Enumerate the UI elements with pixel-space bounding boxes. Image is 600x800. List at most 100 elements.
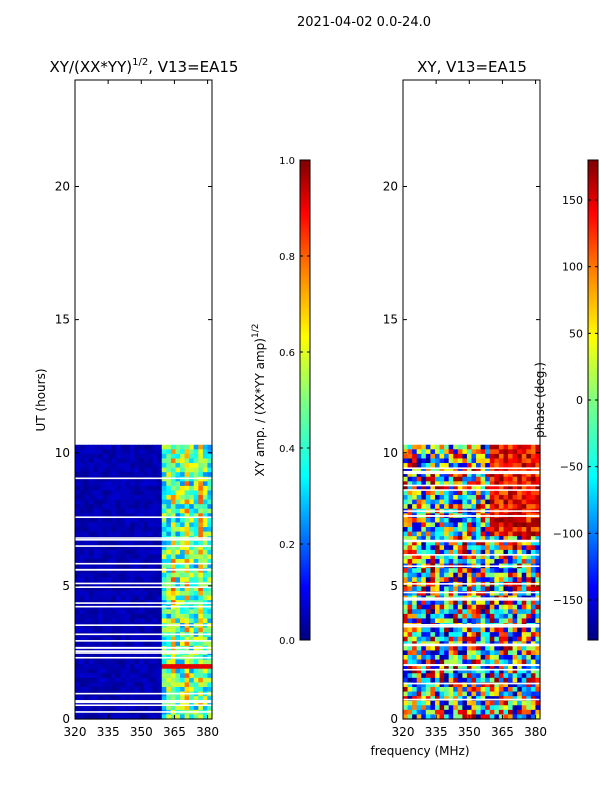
heatmap-cell [521,472,527,478]
heatmap-cell [93,595,99,601]
heatmap-cell [79,554,85,560]
heatmap-cell [466,709,473,716]
heatmap-cell [521,700,527,706]
heatmap-cell [407,572,413,578]
flagged-row [75,516,212,519]
heatmap-cell [189,568,195,574]
heatmap-cell [166,517,172,524]
heatmap-cell [75,677,81,684]
heatmap-cell [157,618,163,624]
heatmap-cell [448,559,454,565]
heatmap-cell [207,449,213,455]
heatmap-cell [444,504,450,510]
heatmap-cell [157,490,163,496]
heatmap-cell [116,641,122,647]
heatmap-cell [412,545,418,551]
heatmap-cell [125,554,131,560]
heatmap-cell [453,677,459,684]
heatmap-cell [180,705,186,711]
heatmap-cell [489,504,495,510]
heatmap-cell [184,664,190,670]
heatmap-cell [93,522,99,528]
heatmap-cell [421,499,427,505]
heatmap-cell [84,490,90,496]
heatmap-cell [535,705,541,711]
heatmap-cell [189,641,195,647]
heatmap-cell [421,664,427,670]
heatmap-cell [439,453,445,460]
heatmap-cell [444,682,450,688]
heatmap-cell [75,664,81,670]
heatmap-cell [521,572,527,578]
heatmap-cell [175,636,181,642]
heatmap-cell [84,581,90,588]
heatmap-cell [189,499,195,505]
heatmap-cell [485,609,491,615]
heatmap-cell [184,572,190,578]
heatmap-cell [480,627,486,633]
heatmap-cell [75,522,81,528]
heatmap-cell [170,696,177,702]
heatmap-cell [489,687,495,693]
heatmap-cell [494,549,500,556]
heatmap-cell [434,645,441,652]
heatmap-cell [166,444,172,450]
heatmap-cell [79,467,85,473]
heatmap-cell [448,659,454,665]
heatmap-cell [453,687,459,693]
heatmap-cell [425,476,431,482]
heatmap-cell [521,591,527,597]
heatmap-cell [489,522,495,528]
heatmap-cell [457,536,463,542]
heatmap-cell [75,627,81,633]
heatmap-cell [508,700,514,706]
heatmap-cell [462,632,468,638]
heatmap-cell [503,463,509,469]
heatmap-cell [129,540,135,546]
heatmap-cell [412,467,418,473]
heatmap-cell [439,668,445,674]
heatmap-cell [439,472,445,478]
heatmap-cell [97,504,103,510]
heatmap-cell [476,540,482,546]
heatmap-cell [134,549,140,556]
heatmap-cell [120,636,126,642]
heatmap-cell [152,549,158,556]
heatmap-cell [166,664,172,670]
heatmap-cell [421,527,427,533]
heatmap-cell [184,549,190,556]
heatmap-cell [166,696,172,702]
heatmap-cell [75,641,81,647]
heatmap-cell [207,581,213,588]
heatmap-cell [453,682,459,688]
heatmap-cell [129,687,135,693]
heatmap-cell [161,522,167,528]
heatmap-cell [498,449,505,455]
heatmap-cell [175,554,181,560]
heatmap-cell [97,618,103,624]
heatmap-cell [494,527,500,533]
heatmap-cell [448,522,454,528]
heatmap-cell [476,444,482,450]
heatmap-cell [503,618,509,624]
heatmap-cell [161,467,167,473]
heatmap-cell [498,458,505,464]
heatmap-cell [138,572,145,578]
heatmap-cell [430,577,436,583]
heatmap-cell [161,563,167,569]
heatmap-cell [530,636,537,642]
heatmap-cell [180,540,186,546]
heatmap-cell [138,540,145,546]
heatmap-cell [421,687,427,693]
heatmap-cell [434,627,441,633]
heatmap-cell [152,545,158,551]
heatmap-cell [207,591,213,597]
heatmap-cell [79,677,85,684]
heatmap-cell [88,668,94,674]
heatmap-cell [129,517,135,524]
heatmap-cell [535,627,541,633]
heatmap-cell [93,453,99,460]
heatmap-cell [457,540,463,546]
heatmap-cell [202,540,209,546]
heatmap-cell [526,691,532,697]
